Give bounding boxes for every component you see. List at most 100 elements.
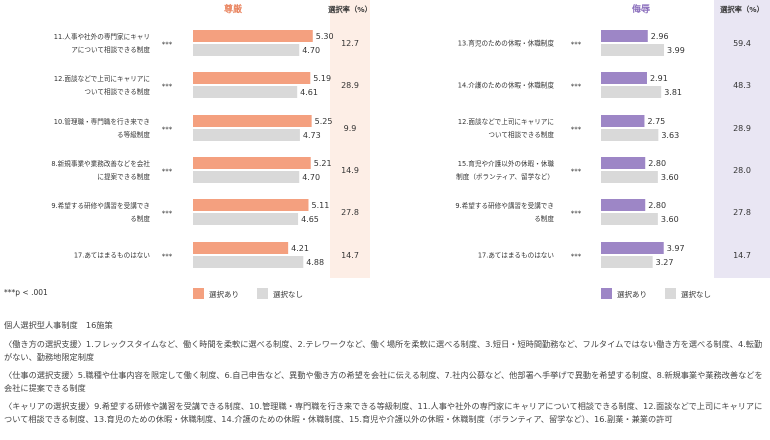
insult-value-label-selected: 2.96 [651,32,669,41]
insult-bar-not-selected [601,44,665,56]
dignity-rate-column-bg [330,0,370,278]
footnote: ***p < .001 [4,288,48,297]
dignity-bar-selected [193,72,311,84]
dignity-legend-swatch-not-selected [257,288,268,299]
dignity-rate-header: 選択率（%） [328,5,372,14]
insult-category-label: る制度 [534,214,554,223]
dignity-chart-title: 尊厳 [224,3,243,15]
insult-selection-rate: 14.7 [733,251,751,260]
dignity-bar-not-selected [193,129,300,141]
dignity-significance-mark: *** [162,126,173,134]
dignity-category-label: 10.管理職・専門職を行き来でき [54,117,150,126]
insult-bar-selected [601,115,645,127]
dignity-bar-not-selected [193,171,300,183]
dignity-category-label: 17.あてはまるものはない [74,252,151,260]
notes-work-style: 〈働き方の選択支援〉1.フレックスタイムなど、働く時間を柔軟に選べる制度、2.テ… [4,339,763,362]
insult-bar-not-selected [601,129,659,141]
notes-panel: 個人選択型人事制度 16施策 〈働き方の選択支援〉1.フレックスタイムなど、働く… [4,319,766,431]
insult-rate-column-bg [714,0,770,278]
dignity-significance-mark: *** [162,168,173,176]
insult-significance-mark: *** [571,168,582,176]
insult-bar-selected [601,242,664,254]
insult-category-label: 9.希望する研修や講習を受講でき [455,201,554,210]
insult-category-label: 14.介護のための休暇・休職制度 [458,81,555,90]
dignity-value-label-selected: 5.30 [316,32,334,41]
dignity-significance-mark: *** [162,83,173,91]
insult-value-label-not-selected: 3.63 [661,131,679,140]
dignity-significance-mark: *** [162,210,173,218]
dignity-value-label-selected: 5.21 [314,159,332,168]
dignity-value-label-not-selected: 4.70 [302,173,320,182]
insult-category-label: ついて相談できる制度 [488,130,554,139]
insult-value-label-not-selected: 3.81 [664,88,682,97]
dignity-selection-rate: 12.7 [341,39,359,48]
insult-value-label-selected: 2.91 [650,74,668,83]
insult-bar-not-selected [601,213,658,225]
insult-bar-selected [601,72,647,84]
chart-canvas: 尊厳 選択率（%） 11.人事や社外の専門家にキャリアについて相談できる制度 *** 5… [4,0,770,299]
insult-category-label: 15.育児や介護以外の休暇・休職 [458,159,555,168]
dignity-selection-rate: 14.9 [341,166,359,175]
insult-legend-label-selected: 選択あり [617,289,647,299]
dignity-bar-selected [193,30,313,42]
dignity-bar-selected [193,199,309,211]
insult-bar-not-selected [601,171,658,183]
dignity-category-label: アについて相談できる制度 [71,45,150,54]
insult-value-label-selected: 3.97 [667,244,685,253]
dignity-value-label-not-selected: 4.65 [301,215,319,224]
insult-bar-not-selected [601,86,662,98]
dignity-value-label-not-selected: 4.88 [306,258,324,267]
insult-selection-rate: 48.3 [733,81,751,90]
insult-rate-header: 選択率（%） [720,5,764,14]
insult-selection-rate: 27.8 [733,208,751,217]
insult-selection-rate: 28.9 [733,124,751,133]
dignity-bar-not-selected [193,213,299,225]
insult-value-label-selected: 2.80 [648,201,666,210]
insult-legend-label-not-selected: 選択なし [681,289,711,299]
insult-category-label: 12.面談などで上司にキャリアに [458,117,554,126]
insult-value-label-selected: 2.80 [648,159,666,168]
dignity-bar-not-selected [193,86,298,98]
insult-significance-mark: *** [571,41,582,49]
insult-significance-mark: *** [571,83,582,91]
insult-selection-rate: 28.0 [733,166,751,175]
insult-value-label-not-selected: 3.27 [656,258,674,267]
insult-significance-mark: *** [571,253,582,261]
dignity-category-label: 11.人事や社外の専門家にキャリ [54,32,150,41]
dignity-category-label: 12.面談などで上司にキャリアに [54,74,150,83]
insult-legend-swatch-selected [601,288,612,299]
insult-legend-swatch-not-selected [665,288,676,299]
insult-chart-title: 侮辱 [632,3,651,15]
dignity-selection-rate: 27.8 [341,208,359,217]
dignity-value-label-selected: 5.11 [311,201,329,210]
dignity-legend-label-selected: 選択あり [209,289,239,299]
dignity-category-label: る制度 [130,214,150,223]
dignity-bar-selected [193,242,289,254]
dignity-bar-selected [193,115,312,127]
insult-significance-mark: *** [571,126,582,134]
insult-category-label: 17.あてはまるものはない [478,252,555,260]
dignity-selection-rate: 14.7 [341,251,359,260]
dignity-bar-selected [193,157,311,169]
dignity-bar-not-selected [193,256,304,268]
insult-category-label: 13.育児のための休暇・休職制度 [458,39,555,48]
dignity-category-label: に提案できる制度 [97,172,150,181]
dignity-value-label-selected: 4.21 [291,244,309,253]
dignity-legend-label-not-selected: 選択なし [273,289,303,299]
dignity-category-label: ついて相談できる制度 [84,87,150,96]
insult-bar-selected [601,199,646,211]
dignity-value-label-selected: 5.19 [313,74,331,83]
dignity-selection-rate: 9.9 [344,124,357,133]
dignity-selection-rate: 28.9 [341,81,359,90]
notes-career-choice: 〈キャリアの選択支援〉9.希望する研修や講習を受講できる制度、10.管理職・専門… [4,401,763,424]
dignity-significance-mark: *** [162,41,173,49]
insult-selection-rate: 59.4 [733,39,751,48]
insult-value-label-selected: 2.75 [647,117,665,126]
insult-category-label: 制度（ボランティア、留学など） [456,172,554,181]
dignity-value-label-selected: 5.25 [315,117,333,126]
notes-job-choice: 〈仕事の選択支援〉5.職種や仕事内容を限定して働く制度、6.自己申告など、異動や… [4,370,763,393]
dignity-legend-swatch-selected [193,288,204,299]
dignity-value-label-not-selected: 4.61 [300,88,318,97]
insult-bar-selected [601,157,646,169]
dignity-value-label-not-selected: 4.70 [302,46,320,55]
